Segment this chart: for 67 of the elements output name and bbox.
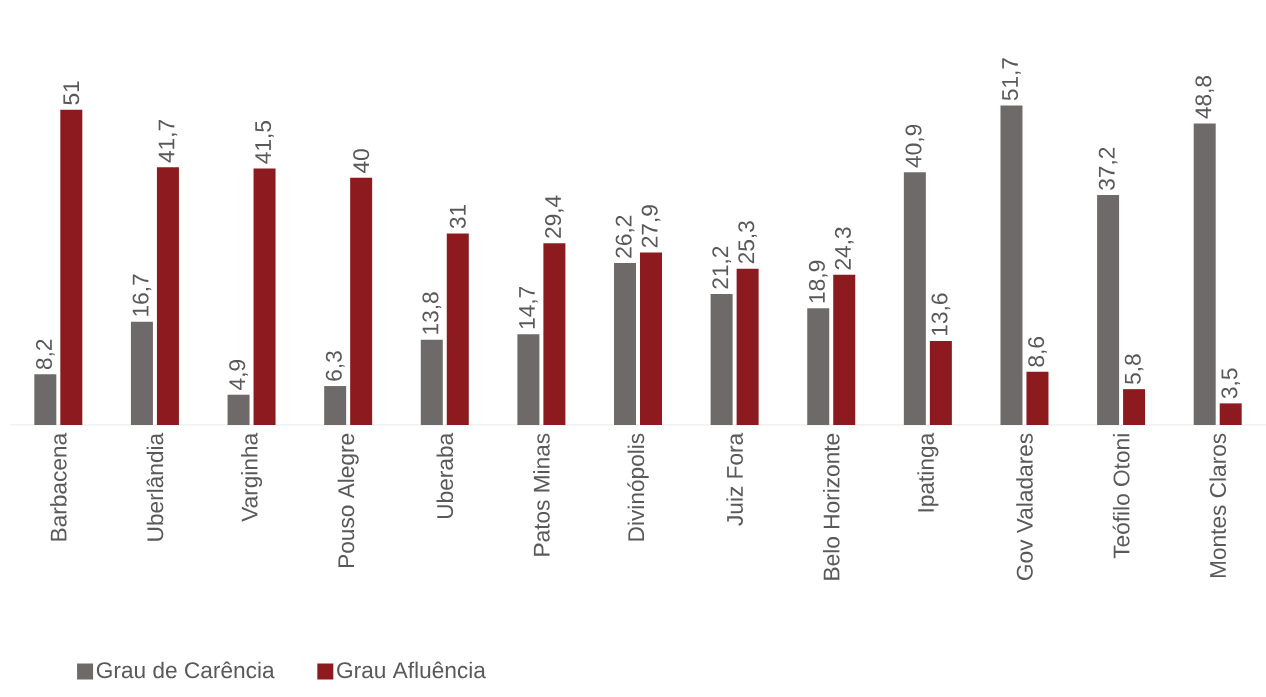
data-label: 8,2 (35, 339, 55, 370)
legend-label: Grau Afluência (337, 661, 486, 679)
bar (807, 308, 830, 425)
bar (420, 339, 443, 425)
bar (543, 243, 566, 425)
x-tick-label: Patos Minas (533, 433, 550, 556)
data-label: 21,2 (712, 246, 731, 289)
x-tick-label: Uberlândia (146, 432, 164, 541)
bar (60, 109, 83, 425)
bar (1219, 403, 1242, 425)
x-tick-label: Varginha (240, 432, 263, 522)
data-label: 5,8 (1124, 354, 1144, 384)
bar (1193, 123, 1216, 425)
bar (156, 167, 179, 425)
legend-label: Grau de Carência (96, 661, 275, 679)
bar (640, 252, 663, 425)
bar (517, 334, 540, 425)
x-tick-label: Gov Valadares (1016, 433, 1033, 580)
bar (34, 374, 57, 425)
bar (253, 168, 276, 425)
bar (614, 263, 637, 425)
data-label: 48,8 (1195, 75, 1215, 119)
data-label: 26,2 (615, 215, 635, 258)
data-label: 6,3 (325, 351, 345, 381)
bar (1026, 371, 1049, 425)
data-label: 24,3 (834, 227, 854, 270)
bar (1097, 195, 1120, 425)
bar (130, 321, 153, 425)
x-tick-label: Ipatinga (917, 432, 939, 512)
x-tick-label: Montes Claros (1209, 433, 1227, 578)
bar (227, 394, 250, 425)
data-label: 40,9 (905, 124, 925, 168)
bar (1000, 105, 1023, 425)
bar (324, 386, 347, 425)
data-label: 51 (63, 81, 80, 105)
data-label: 13,6 (931, 293, 951, 335)
data-label: 25,3 (738, 221, 757, 264)
x-tick-label: Uberaba (436, 432, 454, 519)
data-label: 40 (353, 149, 370, 173)
data-label: 41,7 (158, 120, 178, 163)
data-label: 51,7 (1002, 58, 1021, 101)
data-label: 4,9 (229, 360, 248, 390)
x-tick-label: Pouso Alegre (337, 433, 359, 568)
x-tick-label: Juiz Fora (726, 432, 743, 526)
data-label: 16,7 (132, 274, 152, 316)
bar (929, 340, 952, 425)
data-label: 3,5 (1221, 368, 1241, 399)
data-label: 29,4 (545, 195, 564, 238)
x-tick-label: Belo Horizonte (822, 433, 840, 580)
data-label: 27,9 (641, 205, 661, 248)
bar (1123, 389, 1146, 425)
data-label: 8,6 (1028, 337, 1047, 367)
bar (903, 172, 926, 425)
bar (350, 177, 373, 425)
data-label: 18,9 (808, 260, 828, 303)
data-label: 41,5 (255, 121, 274, 164)
data-label: 31 (449, 205, 466, 229)
data-label: 37,2 (1098, 147, 1118, 190)
x-tick-label: Divinópolis (627, 433, 649, 541)
data-label: 13,8 (422, 292, 442, 334)
bar (446, 233, 469, 425)
bar (736, 268, 759, 425)
bar (833, 274, 856, 425)
x-tick-label: Teófilo Otoni (1112, 434, 1130, 559)
data-label: 14,7 (519, 286, 538, 329)
x-tick-label: Barbacena (50, 432, 67, 541)
bar (710, 293, 733, 425)
